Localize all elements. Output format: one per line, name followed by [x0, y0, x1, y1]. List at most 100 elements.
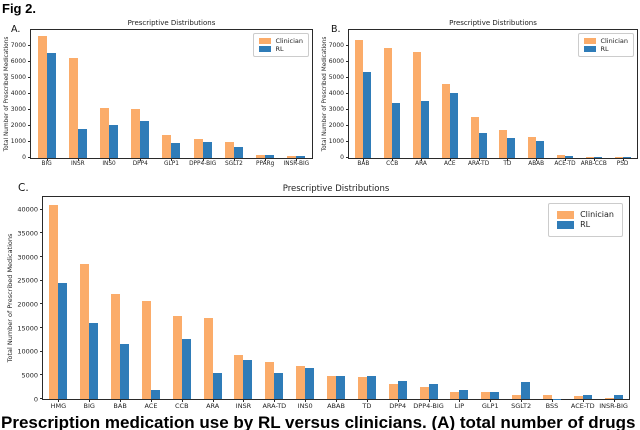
y-tick-label: 2000 [328, 122, 344, 129]
x-tick-label: DPP4 [389, 402, 407, 410]
x-tick-label: ACE [144, 402, 158, 410]
bar-clinician [585, 156, 594, 158]
bar-clinician [131, 109, 141, 158]
legend-entry: Clinician [557, 211, 614, 219]
bar-pair [172, 197, 191, 399]
bar-pair [327, 197, 346, 399]
bar-pair [265, 197, 284, 399]
bar-rl [428, 384, 438, 399]
y-tick-mark [346, 93, 349, 94]
bar-rl [274, 372, 284, 399]
y-tick-mark [346, 125, 349, 126]
bar-rl [77, 129, 87, 158]
y-tick-mark [346, 109, 349, 110]
bar-rl [265, 155, 275, 158]
y-tick-mark [40, 327, 43, 329]
legend: Clinician RL [578, 33, 634, 57]
y-tick-label: 4000 [328, 90, 344, 97]
y-tick-mark [40, 232, 43, 234]
bar-clinician [172, 315, 182, 399]
bar-clinician [162, 134, 172, 158]
y-tick-mark [40, 208, 43, 210]
x-tick-label: PPARg [255, 161, 275, 167]
bar-clinician [193, 138, 203, 158]
charts-row: A. Prescriptive Distributions Total Number… [0, 16, 640, 178]
bar-pair [355, 30, 372, 158]
bar-rl [89, 322, 99, 399]
bar-group: GLP1 [156, 30, 187, 167]
bar-rl [521, 381, 531, 399]
bar-rl [181, 338, 191, 399]
bar-group: SGLT2 [218, 30, 249, 167]
bar-pair [234, 197, 253, 399]
y-tick-mark [28, 157, 31, 158]
x-tick-label: BAB [113, 402, 127, 410]
x-tick-label: ACE [443, 161, 456, 167]
x-tick-label: ARA [415, 161, 427, 167]
bar-clinician [412, 52, 421, 158]
legend-swatch-icon [259, 45, 272, 52]
y-tick-label: 5000 [21, 371, 38, 380]
legend-label: Clinician [275, 37, 303, 45]
bar-clinician [68, 58, 78, 158]
bar-rl [305, 367, 315, 399]
y-tick-label: 1000 [328, 138, 344, 145]
bar-pair [256, 30, 275, 158]
y-tick-mark [40, 256, 43, 258]
bar-pair [528, 30, 545, 158]
bar-clinician [384, 47, 393, 158]
bar-rl [392, 103, 401, 158]
y-tick-label: 2000 [10, 122, 26, 129]
x-tick-label: BAB [357, 161, 370, 167]
bar-clinician [327, 376, 337, 399]
bar-group: GLP1 [475, 197, 506, 409]
bar-pair [68, 30, 87, 158]
bar-clinician [49, 205, 59, 399]
bar-rl [140, 120, 150, 158]
bar-group: DPP4 [382, 197, 413, 409]
legend-label: RL [600, 44, 609, 53]
bar-clinician [265, 362, 275, 399]
y-tick-mark [28, 93, 31, 94]
x-tick-label: BIG [41, 161, 52, 167]
x-tick-label: ABAB [327, 402, 345, 410]
bar-pair [224, 30, 243, 158]
bar-group: BAB [349, 30, 378, 167]
y-tick-label: 6000 [10, 58, 26, 65]
legend-swatch-icon [584, 45, 597, 52]
bar-rl [449, 93, 458, 158]
y-tick-label: 5000 [328, 74, 344, 81]
bar-pair [80, 197, 99, 399]
y-tick-label: 25000 [17, 276, 38, 285]
x-tick-label: HMG [50, 402, 67, 410]
bar-pair [203, 197, 222, 399]
x-tick-label: ARB-CCB [580, 161, 607, 167]
bar-group: TD [351, 197, 382, 409]
bar-clinician [470, 117, 479, 158]
bar-clinician [542, 395, 552, 399]
figure-label: Fig 2. [2, 1, 36, 16]
bar-rl [459, 389, 469, 399]
bar-group: BIG [74, 197, 105, 409]
x-tick-label: INSR-BIG [599, 402, 628, 410]
bar-clinician [614, 156, 623, 158]
bar-pair [573, 197, 592, 399]
x-tick-label: SGLT2 [225, 161, 243, 167]
x-tick-label: ARA-TD [467, 161, 490, 167]
y-tick-label: 15000 [17, 323, 38, 332]
legend-label: RL [275, 44, 284, 53]
x-tick-label: INSR-BIG [283, 161, 310, 167]
bar-pair [384, 30, 401, 158]
x-tick-label: TD [362, 402, 372, 410]
x-tick-label: PSD [616, 161, 629, 167]
y-axis-label: Total Number of Prescribed Medications [4, 36, 10, 152]
bar-clinician [100, 108, 110, 158]
bar-group: LIP [444, 197, 475, 409]
legend-entry: RL [259, 44, 303, 53]
panel-label: C. [18, 182, 29, 194]
bar-pair [542, 197, 561, 399]
y-axis-label: Total Number of Prescribed Medications [322, 36, 328, 152]
x-tick-label: GLP1 [481, 402, 499, 410]
bar-group: INSR-BIG [281, 30, 312, 167]
